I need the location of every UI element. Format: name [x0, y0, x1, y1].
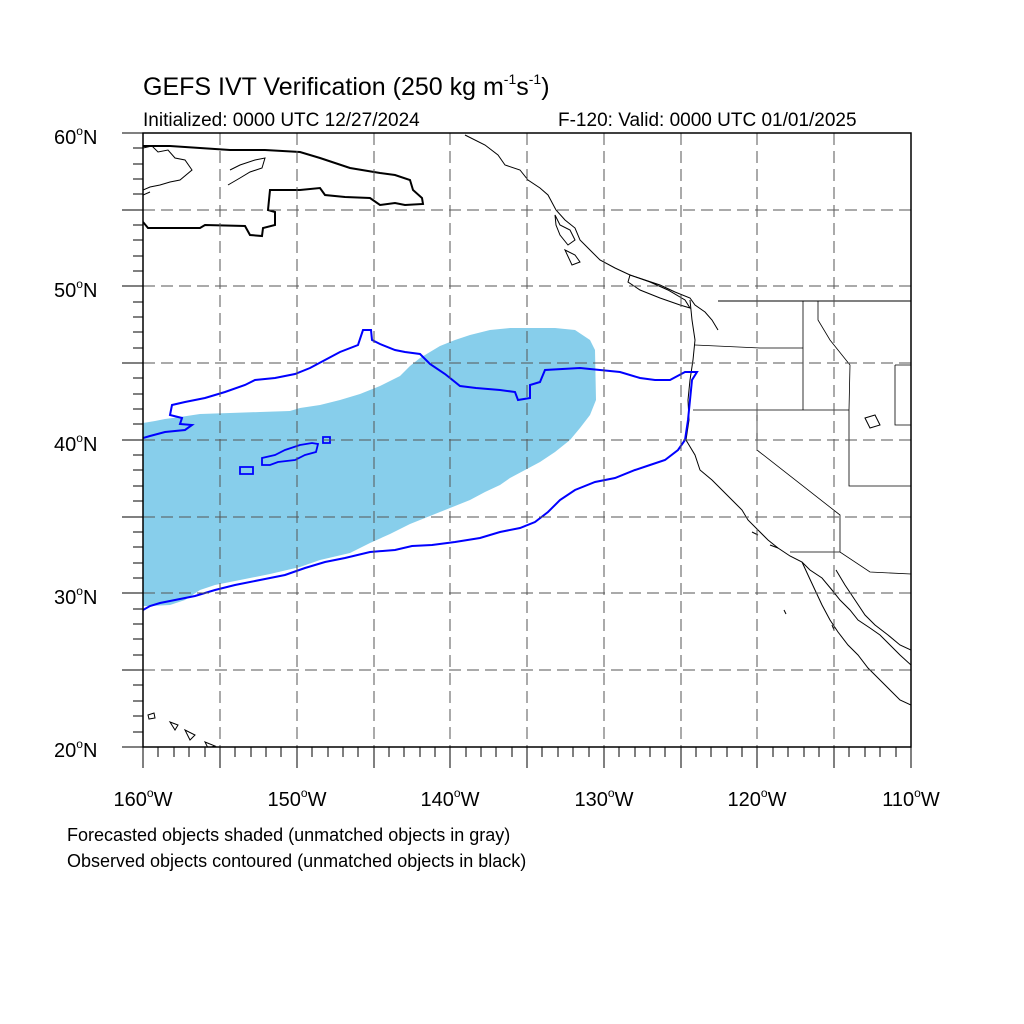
initialized-time: Initialized: 0000 UTC 12/27/2024 [143, 110, 420, 131]
valid-time: F-120: Valid: 0000 UTC 01/01/2025 [558, 110, 857, 131]
lon-label-160w: 160oW [114, 786, 173, 811]
legend-note-observed: Observed objects contoured (unmatched ob… [67, 851, 527, 871]
observed-matched-contour-small-1 [261, 442, 320, 466]
observed-matched-contour-small-2 [239, 466, 254, 475]
observed-matched-contour [143, 329, 699, 611]
legend-note-forecast: Forecasted objects shaded (unmatched obj… [67, 825, 511, 845]
small-islands [751, 414, 881, 631]
latitude-labels: 60oN 50oN 40oN 30oN 20oN [54, 124, 97, 762]
graticule [143, 133, 911, 747]
observed-matched-contour-small-3 [322, 436, 331, 444]
se-alaska-coastline [464, 134, 719, 331]
lat-label-30: 30oN [54, 584, 97, 609]
gulf-of-california [835, 569, 911, 651]
lon-label-140w: 140oW [421, 786, 480, 811]
alaska-coastline [143, 145, 266, 196]
lon-label-110w: 110oW [882, 786, 940, 811]
observed-unmatched-contour [143, 145, 425, 238]
lon-label-150w: 150oW [268, 786, 327, 811]
lat-label-60: 60oN [54, 124, 97, 149]
forecast-objects [143, 328, 596, 606]
lat-label-40: 40oN [54, 431, 97, 456]
coastlines [143, 134, 911, 747]
lat-label-20: 20oN [54, 737, 97, 762]
forecast-object-shaded [143, 328, 596, 606]
baja-california [801, 561, 911, 706]
us-west-coast [685, 299, 911, 666]
tick-marks [122, 132, 912, 768]
lat-label-50: 50oN [54, 277, 97, 302]
hawaii-islands [147, 712, 217, 747]
lon-label-120w: 120oW [728, 786, 787, 811]
state-borders [693, 301, 911, 575]
longitude-labels: 160oW 150oW 140oW 130oW 120oW 110oW [114, 786, 940, 811]
map-title: GEFS IVT Verification (250 kg m-1s-1) [143, 71, 550, 101]
observed-objects [143, 145, 699, 611]
lon-label-130w: 130oW [575, 786, 634, 811]
